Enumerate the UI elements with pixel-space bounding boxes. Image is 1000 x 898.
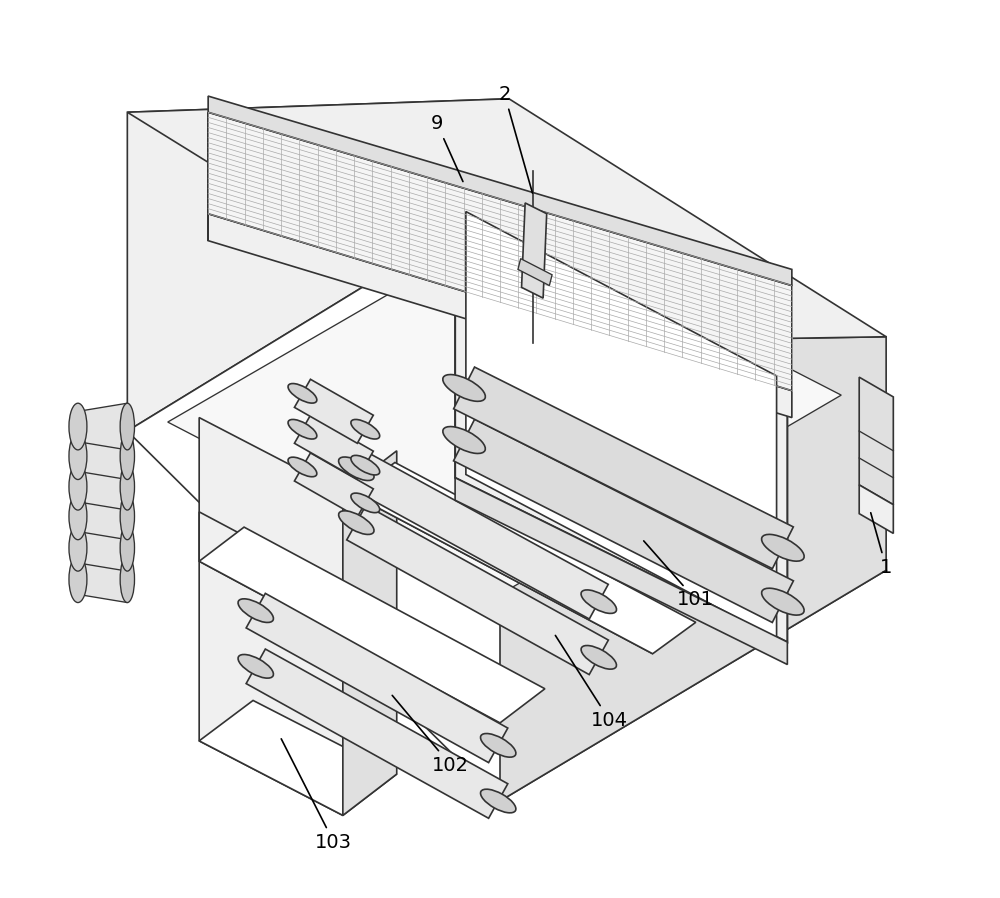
Text: 101: 101 — [644, 541, 714, 610]
Text: 102: 102 — [392, 695, 469, 775]
Ellipse shape — [762, 534, 804, 561]
Ellipse shape — [69, 463, 87, 510]
Polygon shape — [127, 99, 509, 431]
Polygon shape — [294, 453, 373, 517]
Polygon shape — [347, 452, 608, 619]
Ellipse shape — [288, 457, 317, 477]
Polygon shape — [518, 259, 552, 286]
Ellipse shape — [120, 463, 135, 510]
Polygon shape — [78, 556, 127, 603]
Ellipse shape — [69, 433, 87, 480]
Ellipse shape — [351, 493, 380, 513]
Ellipse shape — [288, 383, 317, 403]
Ellipse shape — [120, 493, 135, 540]
Polygon shape — [78, 493, 127, 540]
Ellipse shape — [443, 374, 485, 401]
Ellipse shape — [339, 511, 374, 534]
Polygon shape — [78, 524, 127, 571]
Polygon shape — [199, 527, 545, 723]
Ellipse shape — [351, 455, 380, 475]
Ellipse shape — [69, 556, 87, 603]
Polygon shape — [352, 445, 653, 654]
Polygon shape — [454, 367, 793, 568]
Ellipse shape — [581, 590, 617, 613]
Ellipse shape — [481, 789, 516, 813]
Ellipse shape — [69, 524, 87, 571]
Text: 1: 1 — [871, 513, 892, 577]
Ellipse shape — [288, 419, 317, 439]
Polygon shape — [466, 212, 777, 638]
Ellipse shape — [238, 655, 273, 678]
Text: 9: 9 — [431, 114, 463, 181]
Polygon shape — [500, 337, 886, 801]
Ellipse shape — [581, 646, 616, 669]
Polygon shape — [246, 649, 508, 818]
Polygon shape — [246, 594, 508, 762]
Polygon shape — [208, 214, 792, 418]
Ellipse shape — [120, 524, 135, 571]
Ellipse shape — [351, 419, 380, 439]
Polygon shape — [352, 462, 696, 654]
Polygon shape — [199, 512, 500, 723]
Polygon shape — [199, 418, 343, 815]
Ellipse shape — [120, 403, 135, 450]
Polygon shape — [859, 485, 893, 533]
Ellipse shape — [120, 433, 135, 480]
Polygon shape — [127, 198, 886, 801]
Polygon shape — [454, 419, 793, 622]
Polygon shape — [208, 96, 792, 286]
Text: 104: 104 — [555, 636, 628, 730]
Polygon shape — [78, 403, 127, 450]
Polygon shape — [347, 506, 608, 674]
Polygon shape — [168, 224, 841, 594]
Text: 103: 103 — [281, 739, 352, 852]
Polygon shape — [455, 478, 787, 665]
Polygon shape — [343, 451, 397, 815]
Polygon shape — [199, 700, 397, 815]
Ellipse shape — [69, 493, 87, 540]
Polygon shape — [78, 463, 127, 510]
Ellipse shape — [481, 734, 516, 757]
Ellipse shape — [69, 403, 87, 450]
Polygon shape — [294, 379, 373, 444]
Ellipse shape — [762, 588, 804, 615]
Ellipse shape — [238, 599, 273, 622]
Text: 2: 2 — [498, 84, 532, 193]
Polygon shape — [294, 415, 373, 480]
Ellipse shape — [339, 457, 374, 480]
Ellipse shape — [443, 427, 485, 453]
Polygon shape — [208, 112, 792, 391]
Polygon shape — [859, 377, 893, 505]
Polygon shape — [522, 203, 547, 298]
Polygon shape — [455, 208, 787, 642]
Polygon shape — [127, 99, 886, 343]
Polygon shape — [78, 433, 127, 480]
Ellipse shape — [120, 556, 135, 603]
